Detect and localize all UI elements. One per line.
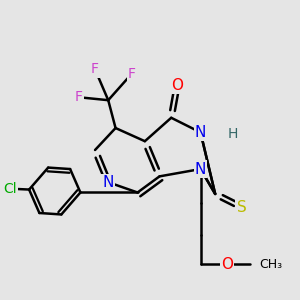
Text: F: F [75,90,83,104]
Text: F: F [91,62,99,76]
Text: N: N [103,175,114,190]
Text: S: S [237,200,246,214]
Text: O: O [221,257,233,272]
Text: F: F [128,67,136,81]
Text: CH₃: CH₃ [259,258,282,271]
Text: N: N [195,161,206,176]
Text: Cl: Cl [3,182,17,196]
Text: O: O [171,78,183,93]
Text: N: N [195,125,206,140]
Text: H: H [228,127,238,141]
